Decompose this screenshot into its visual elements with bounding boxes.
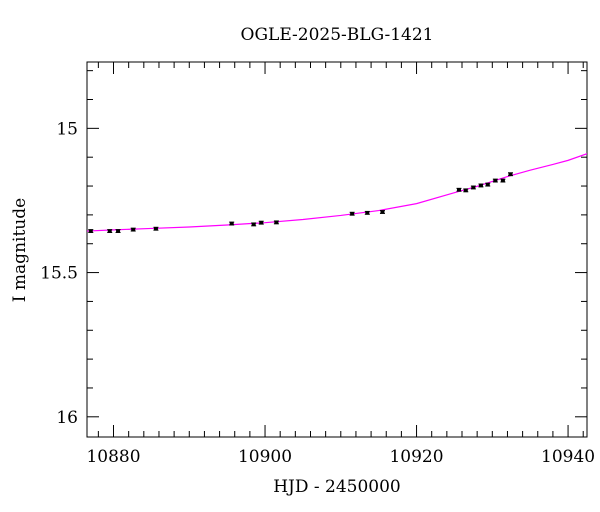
data-point [471,185,476,189]
data-point [229,222,234,226]
y-tick-label: 16 [56,408,78,428]
data-point [107,229,112,233]
data-point [131,228,136,232]
x-tick-label: 10920 [389,447,443,467]
data-point [88,229,93,233]
data-point [478,183,483,187]
plot-area: 10880 10900 10920 10940 15 15.5 16 [40,61,595,467]
data-point [500,179,505,183]
data-point [380,210,385,214]
x-tick-label: 10880 [86,447,140,467]
data-point [485,183,490,187]
data-point [274,220,279,224]
data-point [456,188,461,192]
y-tick-label: 15.5 [40,264,78,284]
y-tick-label: 15 [56,119,78,139]
data-point [493,179,498,183]
data-point [251,222,256,226]
data-point [259,221,264,225]
data-point [463,188,468,192]
x-tick-label: 10900 [238,447,292,467]
model-curve [87,153,587,232]
data-point [153,227,158,231]
x-axis-label: HJD - 2450000 [273,477,401,497]
chart-title: OGLE-2025-BLG-1421 [241,25,434,45]
data-point [508,172,513,176]
x-tick-label: 10940 [541,447,595,467]
data-point [365,211,370,215]
data-point [350,212,355,216]
y-axis-label: I magnitude [10,198,30,302]
plot-frame [86,61,588,438]
data-point [116,229,121,233]
